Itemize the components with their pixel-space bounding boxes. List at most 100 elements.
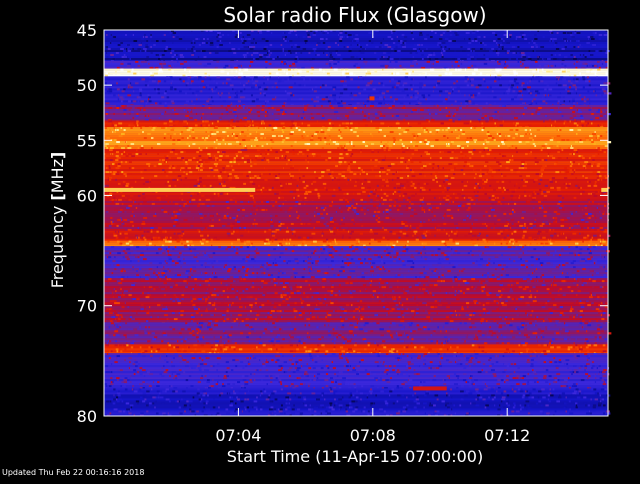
- spectrum-speckle: [166, 161, 167, 163]
- spectrum-speckle: [512, 223, 514, 225]
- spectrum-speckle: [454, 32, 457, 34]
- spectrum-speckle: [390, 58, 394, 60]
- spectrum-speckle: [280, 157, 281, 159]
- spectrum-speckle: [440, 203, 441, 205]
- spectrum-speckle: [511, 98, 514, 100]
- spectrum-speckle: [128, 199, 131, 201]
- spectrum-speckle: [444, 46, 446, 48]
- spectrum-speckle: [251, 243, 253, 245]
- spectrum-speckle: [380, 201, 381, 203]
- spectrum-speckle: [590, 250, 591, 252]
- spectrum-speckle: [117, 157, 121, 159]
- spectrum-speckle: [108, 92, 111, 94]
- spectrum-speckle: [203, 185, 206, 187]
- spectrum-speckle: [228, 175, 230, 177]
- spectrum-speckle: [490, 207, 492, 209]
- spectrum-speckle: [389, 205, 392, 207]
- spectrum-speckle: [463, 165, 465, 167]
- spectrum-speckle: [382, 159, 385, 161]
- spectrum-speckle: [569, 153, 572, 155]
- spectrum-speckle: [524, 191, 525, 193]
- spectrum-speckle: [514, 211, 516, 213]
- spectrum-speckle: [391, 78, 394, 80]
- spectrum-speckle: [137, 157, 138, 159]
- spectrum-speckle: [365, 63, 367, 65]
- spectrum-speckle: [248, 201, 249, 203]
- spectrum-speckle: [457, 86, 461, 88]
- spectrum-speckle: [171, 67, 172, 69]
- spectrum-speckle: [247, 129, 248, 131]
- spectrum-speckle: [548, 153, 549, 155]
- spectrum-speckle: [145, 119, 149, 121]
- spectrum-speckle: [577, 225, 580, 227]
- spectrum-speckle: [504, 215, 506, 217]
- spectrum-speckle: [566, 185, 570, 187]
- spectrum-speckle: [428, 109, 430, 111]
- spectrum-speckle: [288, 69, 291, 71]
- spectrum-speckle: [488, 96, 490, 98]
- spectrum-speckle: [586, 69, 590, 71]
- spectrum-speckle: [592, 227, 594, 229]
- spectrum-speckle: [461, 147, 464, 149]
- spectrum-speckle: [574, 63, 575, 65]
- spectrum-speckle: [417, 135, 419, 137]
- spectrum-speckle: [413, 109, 417, 111]
- spectrum-speckle: [446, 233, 448, 235]
- spectrum-speckle: [140, 147, 143, 149]
- spectrum-speckle: [407, 147, 409, 149]
- spectrum-speckle: [389, 145, 393, 147]
- spectrum-speckle: [494, 227, 495, 229]
- spectrum-speckle: [344, 177, 347, 179]
- spectrum-speckle: [251, 42, 254, 44]
- spectrum-speckle: [468, 151, 472, 153]
- spectrum-speckle: [561, 139, 565, 141]
- spectrum-speckle: [300, 52, 302, 54]
- spectrum-speckle: [359, 76, 363, 78]
- spectrum-speckle: [149, 40, 152, 42]
- spectrum-speckle: [238, 76, 241, 78]
- spectrum-speckle: [458, 205, 461, 207]
- spectrum-speckle: [520, 135, 524, 137]
- spectrum-speckle: [152, 80, 156, 82]
- spectrum-speckle: [278, 113, 280, 115]
- spectrum-speckle: [409, 201, 411, 203]
- spectrum-speckle: [257, 177, 261, 179]
- spectrum-speckle: [111, 223, 112, 225]
- spectrum-speckle: [435, 175, 437, 177]
- spectrum-speckle: [496, 71, 499, 73]
- spectrum-speckle: [584, 243, 586, 245]
- spectrum-speckle: [346, 179, 348, 181]
- spectrum-speckle: [579, 46, 583, 48]
- spectrum-speckle: [189, 135, 191, 137]
- spectrum-speckle: [137, 124, 138, 126]
- spectrum-speckle: [172, 139, 175, 141]
- spectrum-speckle: [191, 52, 194, 54]
- spectrum-speckle: [282, 139, 285, 141]
- spectrum-speckle: [441, 50, 442, 52]
- spectrum-speckle: [275, 207, 277, 209]
- spectrum-speckle: [387, 169, 391, 171]
- spectrum-speckle: [371, 167, 374, 169]
- spectrum-speckle: [307, 117, 310, 119]
- spectrum-speckle: [388, 165, 392, 167]
- spectrum-speckle: [181, 167, 185, 169]
- spectrum-speckle: [528, 56, 530, 58]
- spectrum-speckle: [604, 205, 606, 207]
- spectrum-speckle: [366, 73, 368, 75]
- spectrum-speckle: [357, 205, 361, 207]
- spectrum-speckle: [547, 84, 550, 86]
- spectrum-speckle: [457, 105, 461, 107]
- spectrum-speckle: [435, 84, 436, 86]
- spectrum-speckle: [507, 219, 510, 221]
- spectrum-row: [104, 98, 608, 100]
- spectrum-speckle: [535, 141, 538, 143]
- spectrum-speckle: [363, 61, 367, 63]
- spectrum-speckle: [384, 115, 386, 117]
- spectrum-speckle: [183, 185, 185, 187]
- spectrum-speckle: [176, 54, 177, 56]
- spectrum-speckle: [582, 157, 585, 159]
- spectrum-speckle: [520, 248, 522, 250]
- spectrum-speckle: [247, 135, 251, 137]
- spectrum-speckle: [118, 199, 122, 201]
- spectrum-speckle: [534, 239, 537, 241]
